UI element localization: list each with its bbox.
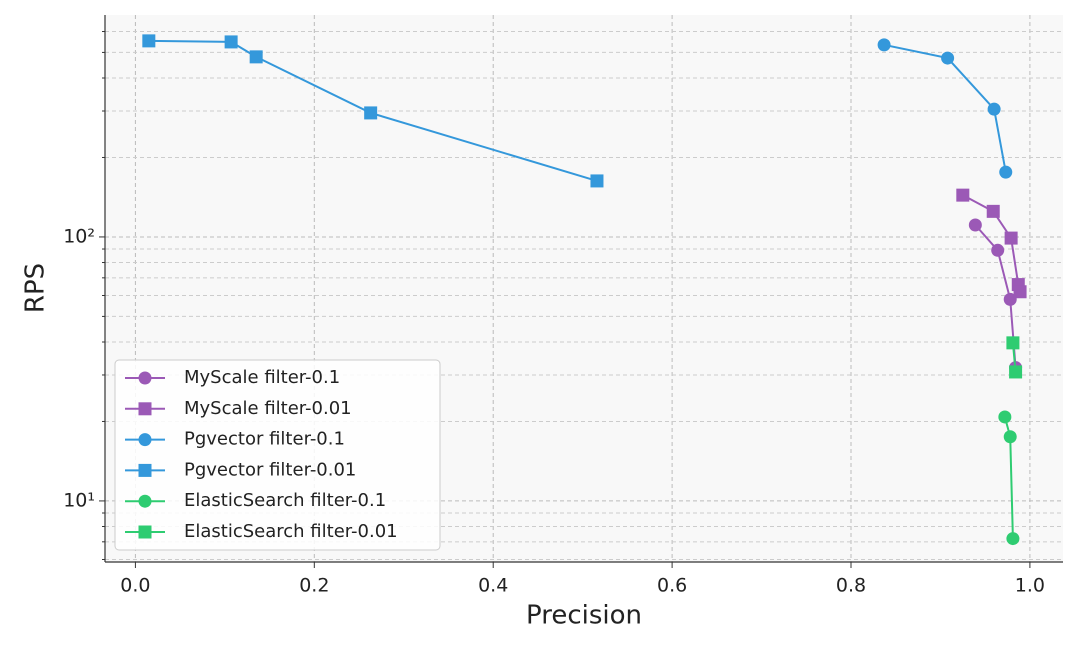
series-layer [142,34,1027,546]
marker [1006,532,1020,546]
marker [1003,430,1017,444]
marker [249,50,263,64]
x-tick-label: 1.0 [1015,575,1045,597]
marker [1009,365,1023,379]
legend-label: MyScale filter-0.1 [184,367,340,388]
marker [364,106,378,120]
marker [138,463,152,477]
x-tick-label: 0.4 [478,575,508,597]
legend-label: Pgvector filter-0.1 [184,429,345,450]
legend-label: ElasticSearch filter-0.01 [184,521,398,542]
x-tick-label: 0.0 [120,575,150,597]
y-axis-label: RPS [21,263,51,313]
x-tick-label: 0.6 [657,575,687,597]
x-tick-label: 0.2 [299,575,329,597]
marker [987,102,1001,116]
legend-box [114,359,441,551]
marker [142,34,156,48]
marker [1004,231,1018,245]
marker [224,35,238,49]
y-tick-label: 10¹ [63,489,95,511]
marker [1013,285,1027,299]
marker [941,51,955,65]
marker [138,494,152,508]
marker [999,165,1013,179]
marker [998,410,1012,424]
marker [986,204,1000,218]
y-tick-label: 10² [63,225,95,247]
ticks: 0.0 0.2 0.4 0.6 0.8 1.0 10¹ 10² [63,31,1045,597]
marker [877,38,891,52]
marker [968,218,982,232]
marker [138,371,152,385]
legend-label: ElasticSearch filter-0.1 [184,490,386,511]
marker [138,525,152,539]
legend-label: Pgvector filter-0.01 [184,459,356,480]
grid [105,15,1063,562]
series-line [974,224,1017,368]
x-tick-label: 0.8 [836,575,866,597]
marker [991,243,1005,257]
marker [956,188,970,202]
legend: MyScale filter-0.1 MyScale filter-0.01 Pgv… [114,359,441,551]
marker [1003,292,1017,306]
marker [138,433,152,447]
x-axis-label: Precision [526,601,642,631]
marker [138,402,152,416]
marker [1006,336,1020,350]
series-line [883,43,1007,173]
marker [590,174,604,188]
legend-label: MyScale filter-0.01 [184,398,352,419]
